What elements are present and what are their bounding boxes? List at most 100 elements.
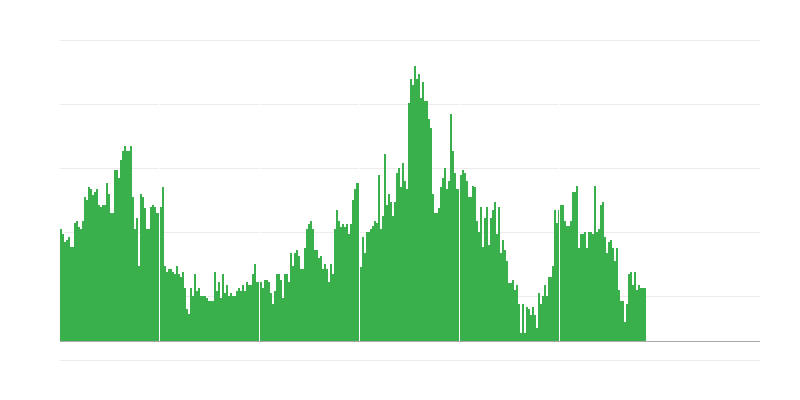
bar	[340, 227, 342, 341]
bar	[302, 269, 304, 341]
bar	[486, 207, 488, 341]
bar	[146, 229, 148, 341]
bar	[574, 192, 576, 341]
bar	[192, 296, 194, 341]
bar	[324, 264, 326, 341]
bar	[126, 151, 128, 341]
bar	[166, 272, 168, 341]
bar	[82, 221, 84, 341]
bar	[106, 183, 108, 341]
bar	[492, 210, 494, 341]
bar	[362, 237, 364, 341]
bar	[510, 283, 512, 341]
bar	[456, 189, 458, 341]
bar	[384, 154, 386, 341]
bar	[80, 229, 82, 341]
bar	[288, 282, 290, 341]
bar	[446, 189, 448, 341]
bar	[266, 280, 268, 341]
bar	[246, 282, 248, 341]
bar	[322, 269, 324, 341]
bar	[200, 296, 202, 341]
bar	[634, 272, 636, 341]
bar	[188, 314, 190, 341]
bar	[386, 205, 388, 341]
bar	[490, 218, 492, 341]
bar	[566, 226, 568, 341]
bar	[536, 328, 538, 341]
bar	[636, 290, 638, 341]
bar	[610, 240, 612, 341]
bar	[88, 187, 90, 341]
bar	[142, 197, 144, 341]
bar	[134, 229, 136, 341]
bar	[400, 187, 402, 341]
bar	[484, 218, 486, 341]
bar	[214, 272, 216, 341]
bar	[86, 200, 88, 341]
bar	[206, 298, 208, 341]
bar	[60, 229, 62, 341]
bar	[242, 285, 244, 341]
bar	[488, 245, 490, 341]
bar	[564, 221, 566, 341]
bar	[468, 197, 470, 341]
bar	[572, 192, 574, 341]
bar	[78, 227, 80, 341]
bar	[174, 274, 176, 341]
bar	[594, 186, 596, 341]
bar	[502, 240, 504, 341]
bar	[138, 266, 140, 341]
bar	[114, 170, 116, 341]
bar	[596, 232, 598, 341]
bar	[348, 234, 350, 341]
bar	[286, 274, 288, 341]
bar	[76, 221, 78, 341]
bar	[74, 223, 76, 341]
bar	[448, 181, 450, 341]
bar	[230, 293, 232, 341]
bar	[506, 261, 508, 341]
bar	[226, 285, 228, 341]
bar	[414, 66, 416, 341]
bar	[344, 227, 346, 341]
bar	[520, 333, 522, 341]
bar	[264, 280, 266, 341]
bar	[244, 291, 246, 341]
bar	[434, 213, 436, 341]
bar	[516, 285, 518, 341]
bar	[170, 269, 172, 341]
bars	[60, 66, 646, 341]
bar	[356, 183, 358, 341]
bar	[148, 229, 150, 341]
bar	[370, 229, 372, 341]
bar	[412, 85, 414, 341]
bar	[638, 285, 640, 341]
bar	[500, 253, 502, 341]
bar	[122, 151, 124, 341]
bar	[394, 202, 396, 341]
bar	[124, 146, 126, 341]
bar	[256, 282, 258, 341]
bar	[396, 173, 398, 341]
bar	[204, 296, 206, 341]
bar	[110, 213, 112, 341]
bar	[132, 197, 134, 341]
bar	[316, 250, 318, 341]
bar	[352, 200, 354, 341]
bar	[496, 234, 498, 341]
bar	[460, 175, 462, 341]
bar	[426, 101, 428, 341]
bar	[424, 101, 426, 341]
bar	[68, 237, 70, 341]
bar	[480, 207, 482, 341]
bar	[550, 277, 552, 341]
bar	[432, 194, 434, 341]
bar	[472, 186, 474, 341]
bar	[176, 266, 178, 341]
bar	[346, 224, 348, 341]
bar	[614, 261, 616, 341]
bar	[320, 256, 322, 341]
bar	[540, 304, 542, 341]
bar	[236, 291, 238, 341]
